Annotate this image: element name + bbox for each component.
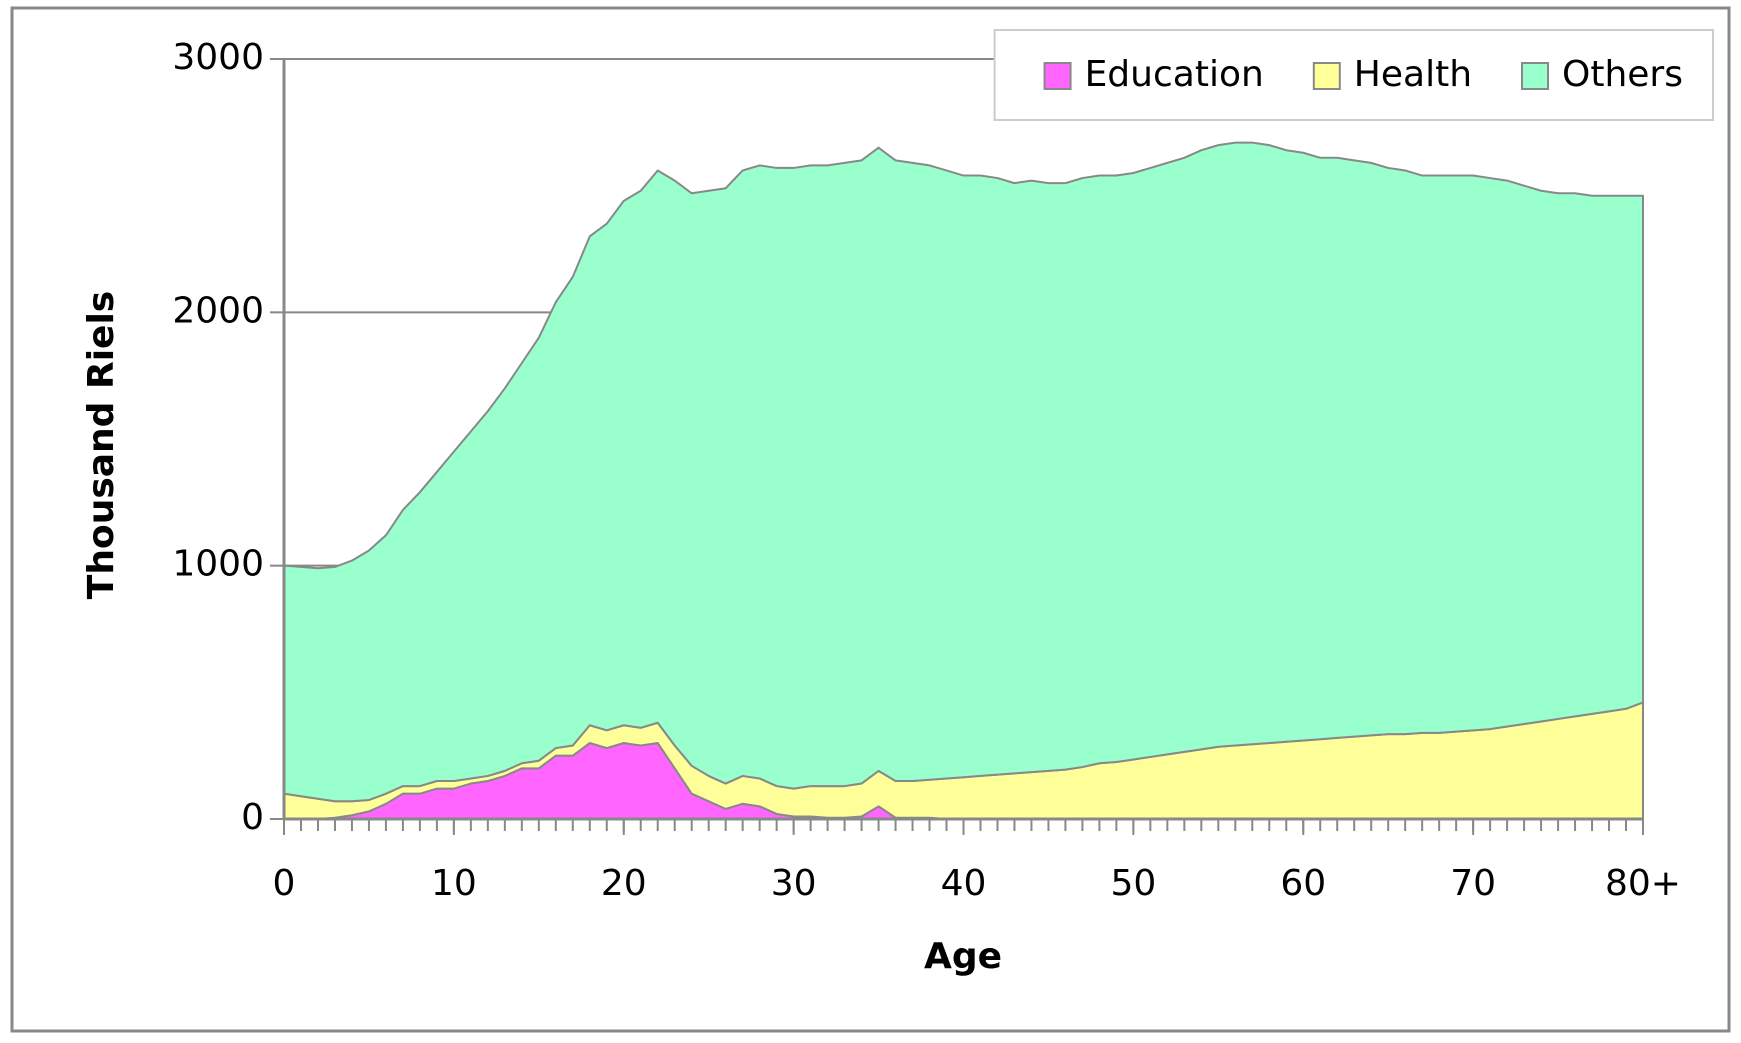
x-tick-label: 0 xyxy=(273,863,296,904)
x-tick-label: 70 xyxy=(1450,863,1496,904)
legend-label: Education xyxy=(1085,54,1264,95)
x-tick-label: 80+ xyxy=(1605,863,1681,904)
legend-label: Others xyxy=(1562,54,1683,95)
x-tick-label: 50 xyxy=(1110,863,1156,904)
x-tick-label: 30 xyxy=(771,863,817,904)
y-tick-label: 3000 xyxy=(172,37,264,78)
legend-swatch xyxy=(1312,62,1341,90)
y-tick-label: 2000 xyxy=(172,290,264,331)
legend-label: Health xyxy=(1354,54,1472,95)
y-tick-label: 1000 xyxy=(172,544,264,585)
y-tick-label: 0 xyxy=(241,797,264,838)
x-tick-label: 60 xyxy=(1280,863,1326,904)
legend-swatch xyxy=(1521,62,1550,90)
legend-box xyxy=(993,29,1714,121)
y-axis-label: Thousand Riels xyxy=(81,291,122,599)
x-tick-label: 10 xyxy=(431,863,477,904)
x-tick-label: 20 xyxy=(601,863,647,904)
legend: Education Health Others xyxy=(993,29,1714,121)
legend-swatch xyxy=(1043,62,1072,90)
x-axis-label: Age xyxy=(924,936,1002,977)
x-tick-label: 40 xyxy=(941,863,987,904)
area xyxy=(283,141,1644,803)
